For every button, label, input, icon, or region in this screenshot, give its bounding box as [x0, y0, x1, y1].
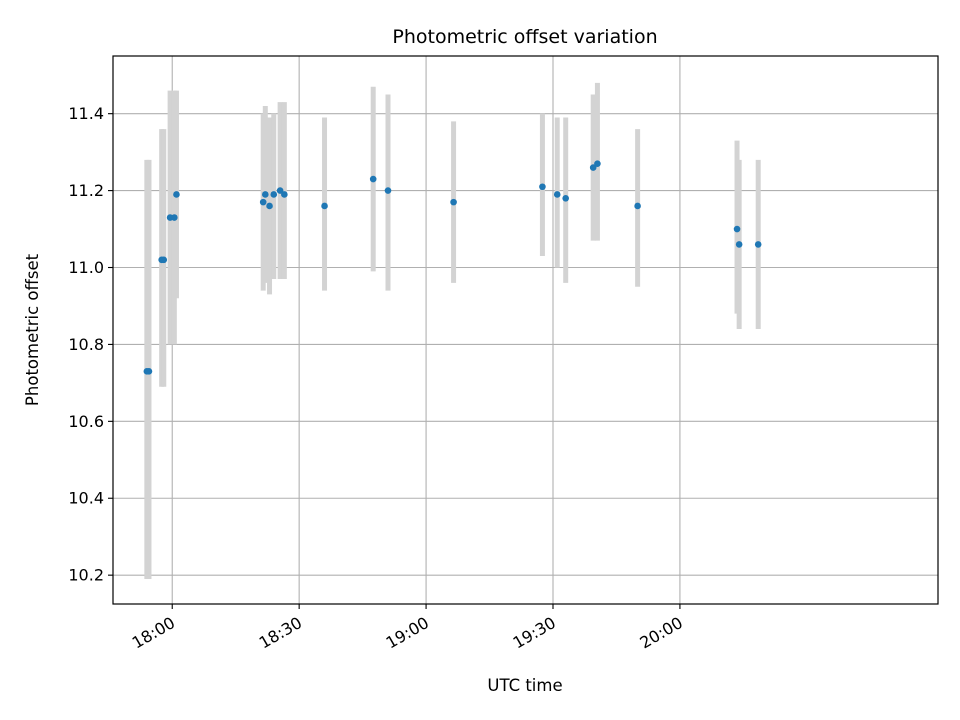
- data-point: [553, 191, 561, 198]
- y-tick-label: 10.6: [68, 412, 104, 431]
- data-point: [539, 183, 546, 191]
- plot-area-frame: [112, 55, 939, 605]
- data-point: [321, 202, 328, 210]
- x-axis-label: UTC time: [487, 676, 562, 695]
- data-point: [754, 241, 762, 248]
- data-point: [160, 256, 168, 264]
- grid-layer: [113, 56, 938, 604]
- data-point: [735, 241, 743, 248]
- data-point: [589, 164, 597, 171]
- data-point: [259, 198, 267, 206]
- data-point: [145, 368, 153, 375]
- data-point: [384, 187, 392, 194]
- y-tick-label: 10.2: [68, 566, 104, 585]
- data-point: [281, 191, 288, 198]
- data-point: [562, 194, 569, 202]
- data-point: [369, 175, 377, 183]
- y-tick-label: 11.4: [68, 104, 104, 123]
- data-point: [594, 160, 601, 167]
- data-point: [262, 191, 269, 198]
- data-point: [173, 191, 180, 198]
- y-tick-label: 10.8: [68, 335, 104, 354]
- point-layer: [143, 160, 762, 375]
- y-tick-label: 11.0: [68, 258, 104, 277]
- data-point: [266, 202, 273, 210]
- y-tick-label: 10.4: [68, 489, 104, 508]
- data-point: [450, 198, 457, 206]
- data-point: [733, 225, 741, 233]
- data-point: [634, 202, 641, 210]
- data-point: [276, 187, 284, 194]
- y-tick-label: 11.2: [68, 181, 104, 200]
- chart-title: Photometric offset variation: [392, 26, 657, 48]
- data-point: [270, 191, 278, 198]
- y-axis-label: Photometric offset: [23, 253, 42, 406]
- data-point: [171, 214, 178, 221]
